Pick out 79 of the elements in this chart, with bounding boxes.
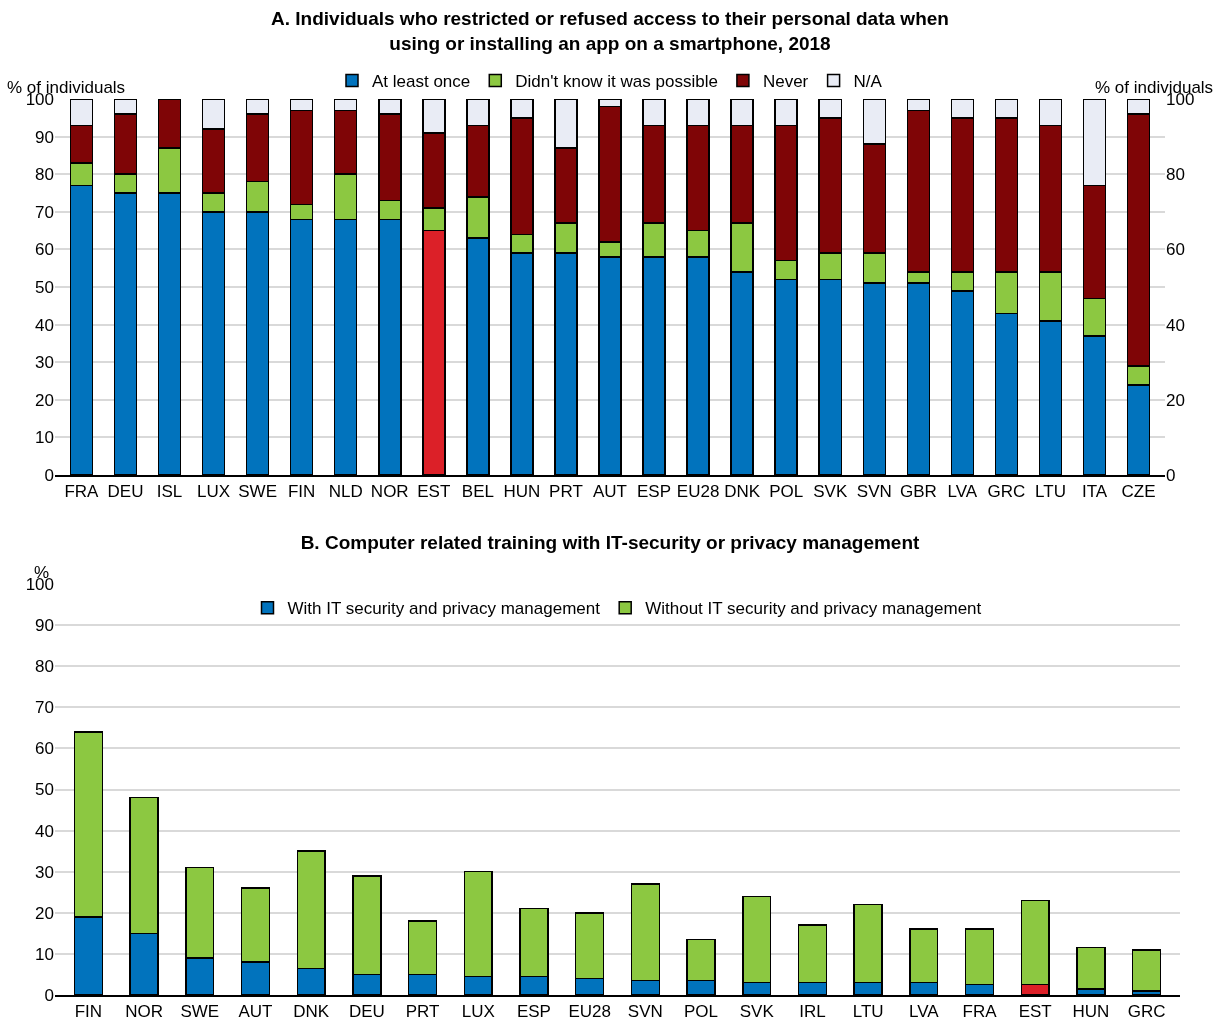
- x-tick-label: FIN: [74, 1002, 103, 1022]
- x-tick-label: NLD: [328, 482, 363, 502]
- x-tick-label: SVK: [739, 1002, 775, 1022]
- legend-label: N/A: [853, 72, 883, 92]
- x-tick-label: PRT: [549, 482, 583, 502]
- y-tick-label: 90: [35, 127, 54, 147]
- x-tick-label: AUT: [238, 1002, 273, 1022]
- y-tick-label: 20: [35, 903, 54, 923]
- x-tick-label: BEL: [461, 482, 494, 502]
- y2-tick-label: 80: [1166, 165, 1185, 185]
- x-tick-label: HUN: [503, 482, 541, 502]
- y-tick-label: 60: [35, 739, 54, 759]
- x-tick-label: EST: [1018, 1002, 1052, 1022]
- x-tick-label: LVA: [947, 482, 978, 502]
- x-tick-label: SVN: [627, 1002, 663, 1022]
- y-tick-label: 30: [35, 862, 54, 882]
- x-tick-label: NOR: [370, 482, 409, 502]
- y2-tick-label: 0: [1166, 465, 1176, 485]
- chart-title: A. Individuals who restricted or refused access to their personal data when using or installing an app on a smartphone, 2018: [271, 8, 949, 55]
- y-tick-label: 80: [35, 165, 54, 185]
- legend-label: With IT security and privacy management: [287, 599, 601, 619]
- x-tick-label: DNK: [724, 482, 761, 502]
- y-tick-label: 90: [35, 616, 54, 636]
- x-tick-label: POL: [684, 1002, 719, 1022]
- x-tick-label: LTU: [1035, 482, 1066, 502]
- x-tick-label: GBR: [899, 482, 937, 502]
- x-tick-label: POL: [769, 482, 804, 502]
- y-tick-label: 80: [35, 657, 54, 677]
- bar: [1131, 949, 1162, 992]
- x-tick-label: PRT: [405, 1002, 440, 1022]
- x-tick-label: GRC: [1127, 1002, 1166, 1022]
- x-tick-label: FIN: [287, 482, 316, 502]
- legend-label: At least once: [372, 72, 471, 92]
- x-tick-label: AUT: [593, 482, 627, 502]
- y-tick-label: 70: [35, 698, 54, 718]
- x-tick-label: ESP: [516, 1002, 551, 1022]
- legend-label: Never: [762, 72, 809, 92]
- x-tick-label: LUX: [197, 482, 231, 502]
- y-tick-label: 40: [35, 821, 54, 841]
- y-tick-label: 10: [35, 944, 54, 964]
- x-tick-label: IRL: [799, 1002, 826, 1022]
- x-tick-label: SVN: [856, 482, 892, 502]
- x-tick-label: FRA: [962, 1002, 998, 1022]
- y-tick-label: 50: [35, 277, 54, 297]
- x-tick-label: ESP: [637, 482, 672, 502]
- x-tick-label: EST: [417, 482, 451, 502]
- y-tick-label: 10: [35, 428, 54, 448]
- y-tick-label: 70: [35, 202, 54, 222]
- y-tick-label: 30: [35, 353, 54, 373]
- y-tick-label: 0: [44, 985, 54, 1005]
- y-tick-label: 50: [35, 780, 54, 800]
- y2-tick-label: 60: [1166, 240, 1185, 260]
- legend-label: Didn't know it was possible: [515, 72, 718, 92]
- x-tick-label: FRA: [64, 482, 100, 502]
- y-tick-label: 40: [35, 315, 54, 335]
- x-tick-label: LUX: [461, 1002, 495, 1022]
- y-tick-label: 20: [35, 390, 54, 410]
- x-tick-label: HUN: [1072, 1002, 1110, 1022]
- x-tick-label: SWE: [238, 482, 277, 502]
- chart-title: B. Computer related training with IT-security or privacy management: [300, 532, 921, 554]
- x-tick-label: ITA: [1081, 482, 1108, 502]
- y-tick-label: 0: [44, 465, 54, 485]
- x-tick-label: LTU: [852, 1002, 884, 1022]
- x-tick-label: NOR: [125, 1002, 163, 1022]
- y-tick-label: 60: [35, 240, 54, 260]
- x-tick-label: DEU: [348, 1002, 385, 1022]
- x-tick-label: CZE: [1121, 482, 1156, 502]
- x-tick-label: LVA: [909, 1002, 940, 1022]
- x-tick-label: SVK: [813, 482, 848, 502]
- x-tick-label: DNK: [293, 1002, 330, 1022]
- x-tick-label: ISL: [156, 482, 183, 502]
- y2-tick-label: 40: [1166, 315, 1185, 335]
- legend-label: Without IT security and privacy management: [645, 599, 982, 619]
- x-tick-label: DEU: [107, 482, 144, 502]
- x-tick-label: SWE: [180, 1002, 220, 1022]
- y2-tick-label: 20: [1166, 390, 1185, 410]
- x-tick-label: EU28: [568, 1002, 611, 1022]
- x-tick-label: EU28: [676, 482, 720, 502]
- x-tick-label: GRC: [987, 482, 1026, 502]
